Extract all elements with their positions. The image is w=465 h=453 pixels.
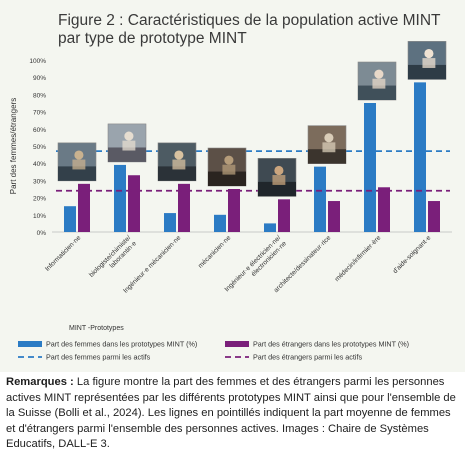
photo-person-head [374,69,384,79]
x-tick-label-line: Ingénieur·e électricien·ne/ [224,234,283,293]
chart-title: Figure 2 : Caractéristiques de la popula… [58,12,458,48]
y-tick-label: 30% [33,178,46,185]
photo-person-head [174,150,184,160]
x-tick-label: Informaticien·ne [44,234,83,273]
x-tick-label-line: mécanicien·ne [197,234,233,270]
bar-foreigners [378,187,390,232]
photo-informaticien [57,142,97,182]
bar-foreigners [128,175,140,232]
photo-person-body [222,164,236,175]
photo-person-body [322,142,336,153]
remarks-note: Remarques : La figure montre la part des… [6,375,461,453]
photo-person-head [224,155,234,165]
y-tick-label: 50% [33,144,46,151]
remarks-label: Remarques : [6,376,74,388]
bar-women [364,103,376,232]
photo-person-head [424,48,434,59]
y-tick-label: 100% [29,58,46,65]
photo-desk [108,147,146,162]
photo-desk [258,181,296,197]
x-tick-label: d'aide-soignant·e [392,234,433,275]
y-tick-label: 10% [33,213,46,220]
x-tick-label: biologiste/chimiste/laborantin·e [88,234,138,278]
photo-person-body [172,159,186,170]
x-tick-label-line: Informaticien·ne [44,234,83,273]
photo-person-head [274,165,284,176]
photo-ingenieur-mecanicien [157,142,197,182]
photo-desk [308,149,346,164]
chart-title-line1: Figure 2 : Caractéristiques de la popula… [58,12,441,29]
x-tick-label: médecin/infirmier·ère [334,234,383,283]
x-tick-label: mécanicien·ne [197,234,233,270]
legend-label: Part des femmes dans les prototypes MINT… [46,340,197,349]
y-tick-label: 20% [33,196,46,203]
photo-medecin [357,61,397,101]
bar-foreigners [228,189,240,232]
chart-title-line2: par type de prototype MINT [58,30,247,47]
legend-swatch [18,341,42,347]
photo-person-head [124,131,134,141]
bar-foreigners [328,201,340,232]
photo-aide-soignant [407,41,447,80]
legend-item: Part des femmes dans les prototypes MINT… [18,340,197,349]
photo-person-body [372,78,386,89]
y-axis-title: Part des femmes/étrangers [9,98,18,194]
y-tick-label: 70% [33,110,46,117]
bar-women [64,206,76,232]
photo-person-head [74,150,84,160]
photo-desk [58,166,96,181]
bar-women [264,223,276,232]
remarks-text: La figure montre la part des femmes et d… [6,376,456,450]
bar-women [164,213,176,232]
y-tick-label: 90% [33,75,46,82]
bar-chart: 0% 10% 20% 30% 40% 50% 60% 70% 80% 90% 100% Part de… [9,41,452,362]
y-tick-label: 80% [33,92,46,99]
legend-label: Part des étrangers dans les prototypes M… [253,340,409,349]
legend-swatch [225,341,249,347]
photo-mecanicien [207,147,247,187]
legend-label: Part des femmes parmi les actifs [46,353,151,362]
legend-item: Part des femmes parmi les actifs [18,353,151,362]
x-tick-label-line: d'aide-soignant·e [392,234,433,275]
bar-women [314,166,326,232]
y-tick-label: 40% [33,161,46,168]
legend-item: Part des étrangers parmi les actifs [225,353,362,362]
x-tick-label-line: médecin/infirmier·ère [334,234,383,283]
photo-ingenieur-electricien [257,158,297,197]
bar-women [214,214,226,232]
bar-foreigners [428,201,440,232]
y-tick-label: 0% [37,230,47,237]
photo-architecte [307,125,347,164]
bar-foreigners [178,183,190,232]
photo-person-body [422,58,436,68]
photo-desk [158,166,196,181]
bar-foreigners [278,199,290,232]
bar-women [114,164,126,232]
photo-person-body [72,159,86,170]
y-tick-label: 60% [33,127,46,134]
bar-women [414,82,426,232]
photo-person-body [272,175,286,185]
legend-label: Part des étrangers parmi les actifs [253,353,362,362]
bar-foreigners [78,183,90,232]
photo-desk [408,64,446,80]
photo-desk [208,171,246,186]
legend-item: Part des étrangers dans les prototypes M… [225,340,409,349]
photo-desk [358,85,396,100]
photo-biologiste [107,123,147,163]
photo-person-head [324,133,334,143]
x-axis-title: MINT -Prototypes [69,325,124,332]
photo-person-body [122,140,136,151]
